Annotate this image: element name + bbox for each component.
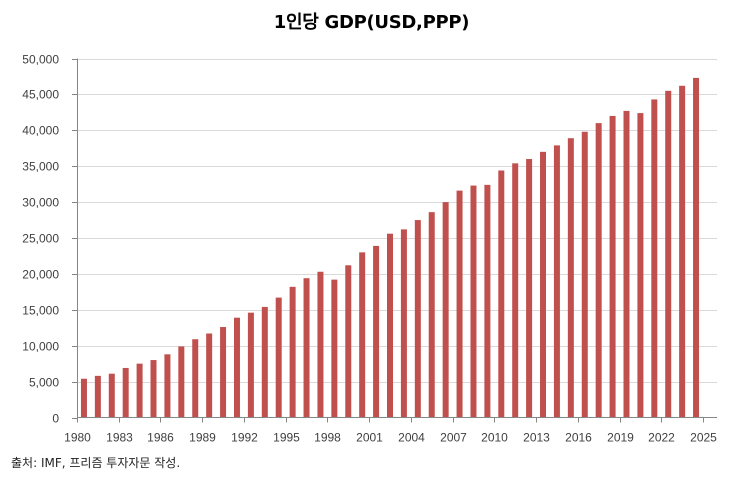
bar-1997 [317,271,324,418]
gridlines [77,59,717,383]
x-tick-label: 2013 [523,431,550,445]
bar-1998 [331,279,338,418]
bar-2001 [373,245,380,418]
bar-2009 [484,184,491,418]
bar-2024 [693,77,700,418]
bar-2003 [400,229,407,418]
bar-2010 [498,170,505,418]
bar-1984 [136,363,143,418]
x-tick-label: 1998 [314,431,341,445]
y-tick-label: 45,000 [22,88,59,102]
bar-2023 [679,85,686,418]
bar-2005 [428,212,435,418]
y-tick-label: 15,000 [22,304,59,318]
bar-2013 [540,151,547,418]
bar-2021 [651,99,658,418]
x-tick-label: 1995 [273,431,300,445]
y-tick-label: 10,000 [22,340,59,354]
bar-1987 [178,346,185,418]
x-tick-label: 1989 [189,431,216,445]
x-tick-label: 2010 [481,431,508,445]
chart-title: 1인당 GDP(USD,PPP) [273,12,470,33]
x-tick-label: 2019 [607,431,634,445]
x-tick-label: 2025 [690,431,717,445]
x-tick-label: 2007 [440,431,467,445]
bar-2015 [567,138,574,418]
bar-1999 [345,265,352,418]
bar-2004 [414,220,421,418]
bar-2006 [442,202,449,418]
bar-2008 [470,185,477,418]
bar-1996 [303,278,310,418]
bar-1989 [206,333,213,418]
bar-1993 [261,306,268,418]
bar-1981 [94,375,101,418]
bar-2007 [456,190,463,418]
source-note: 출처: IMF, 프리즘 투자자문 작성. [11,456,181,470]
bar-1982 [108,373,115,418]
bars [80,77,700,418]
x-tick-label: 2004 [398,431,425,445]
bar-1994 [275,297,282,418]
bar-2011 [512,163,519,418]
bar-1991 [233,317,240,418]
y-tick-label: 20,000 [22,268,59,282]
x-tick-label: 2016 [565,431,592,445]
bar-2014 [553,145,560,418]
bar-2017 [595,123,602,418]
bar-1985 [150,360,157,418]
x-tick-label: 1992 [231,431,258,445]
y-tick-label: 5,000 [29,376,59,390]
axes [72,58,717,423]
x-tick-label: 1986 [147,431,174,445]
bar-1988 [192,339,199,418]
y-tick-label: 25,000 [22,232,59,246]
bar-2012 [526,159,533,418]
bar-2016 [581,131,588,418]
bar-2002 [387,233,393,418]
y-tick-label: 40,000 [22,124,59,138]
y-tick-label: 35,000 [22,160,59,174]
bar-1995 [289,286,296,418]
bar-2019 [623,110,630,418]
x-tick-label: 2022 [648,431,675,445]
bar-2000 [359,252,366,418]
x-tick-label: 1983 [106,431,133,445]
bar-2018 [609,115,616,418]
y-tick-label: 0 [52,412,59,426]
bar-1980 [80,378,87,418]
y-tick-label: 30,000 [22,196,59,210]
bar-1983 [122,367,129,418]
bar-2022 [665,90,672,418]
tick-labels: 0 5,000 10,000 15,000 20,000 25,000 30,000 35,0… [22,53,717,445]
y-tick-label: 50,000 [22,53,59,67]
bar-1990 [220,327,227,418]
x-tick-label: 1980 [64,431,91,445]
x-tick-label: 2001 [356,431,383,445]
bar-1992 [247,312,254,418]
bar-1986 [164,354,171,418]
bar-2020 [637,113,644,418]
